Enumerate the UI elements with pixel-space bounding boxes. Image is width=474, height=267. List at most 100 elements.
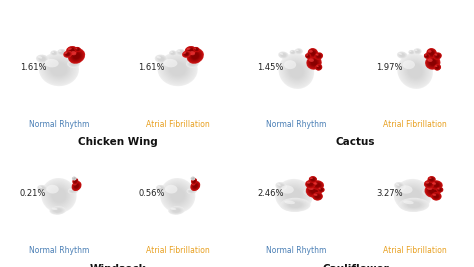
Ellipse shape bbox=[305, 189, 309, 191]
Ellipse shape bbox=[50, 207, 65, 214]
Ellipse shape bbox=[437, 187, 443, 192]
Ellipse shape bbox=[60, 51, 64, 54]
Ellipse shape bbox=[191, 179, 197, 184]
Ellipse shape bbox=[304, 188, 315, 195]
Ellipse shape bbox=[190, 62, 195, 65]
Ellipse shape bbox=[157, 56, 165, 62]
Ellipse shape bbox=[191, 177, 195, 180]
Ellipse shape bbox=[307, 190, 312, 193]
Ellipse shape bbox=[71, 51, 82, 61]
Ellipse shape bbox=[187, 48, 204, 64]
Ellipse shape bbox=[310, 178, 315, 181]
Ellipse shape bbox=[191, 177, 194, 180]
Ellipse shape bbox=[279, 184, 283, 188]
Ellipse shape bbox=[182, 51, 190, 57]
Ellipse shape bbox=[404, 201, 423, 209]
Ellipse shape bbox=[190, 51, 201, 61]
Ellipse shape bbox=[73, 53, 80, 59]
Ellipse shape bbox=[400, 53, 405, 57]
Ellipse shape bbox=[306, 54, 310, 58]
Text: 1.97%: 1.97% bbox=[376, 63, 402, 72]
Ellipse shape bbox=[426, 48, 437, 58]
Ellipse shape bbox=[397, 52, 407, 59]
Ellipse shape bbox=[188, 48, 193, 52]
Ellipse shape bbox=[436, 187, 443, 193]
Ellipse shape bbox=[176, 49, 185, 56]
Ellipse shape bbox=[51, 187, 67, 204]
Ellipse shape bbox=[309, 50, 313, 53]
Ellipse shape bbox=[39, 57, 46, 61]
Ellipse shape bbox=[170, 207, 183, 214]
Ellipse shape bbox=[183, 52, 190, 57]
Ellipse shape bbox=[424, 53, 430, 59]
Ellipse shape bbox=[429, 59, 437, 66]
Ellipse shape bbox=[164, 57, 191, 81]
Ellipse shape bbox=[311, 60, 317, 65]
Ellipse shape bbox=[309, 176, 317, 183]
Ellipse shape bbox=[316, 65, 321, 70]
Ellipse shape bbox=[398, 184, 402, 188]
Ellipse shape bbox=[306, 180, 315, 188]
Ellipse shape bbox=[308, 48, 318, 58]
Ellipse shape bbox=[423, 188, 434, 195]
Ellipse shape bbox=[407, 202, 421, 208]
Ellipse shape bbox=[282, 54, 285, 57]
Ellipse shape bbox=[436, 65, 439, 69]
Ellipse shape bbox=[395, 180, 430, 211]
Ellipse shape bbox=[318, 187, 325, 193]
Ellipse shape bbox=[413, 48, 421, 54]
Text: 3.27%: 3.27% bbox=[376, 189, 402, 198]
Ellipse shape bbox=[66, 53, 70, 56]
Ellipse shape bbox=[319, 188, 324, 192]
Ellipse shape bbox=[400, 54, 404, 57]
Ellipse shape bbox=[398, 183, 428, 208]
Ellipse shape bbox=[278, 181, 310, 209]
Ellipse shape bbox=[403, 59, 428, 84]
Ellipse shape bbox=[171, 52, 175, 55]
Ellipse shape bbox=[76, 48, 79, 51]
Ellipse shape bbox=[57, 49, 66, 56]
Ellipse shape bbox=[308, 186, 320, 196]
Ellipse shape bbox=[170, 51, 175, 55]
Ellipse shape bbox=[310, 176, 316, 182]
Ellipse shape bbox=[316, 65, 322, 70]
Ellipse shape bbox=[188, 188, 196, 193]
Ellipse shape bbox=[286, 189, 301, 202]
Ellipse shape bbox=[157, 186, 165, 191]
Ellipse shape bbox=[396, 183, 403, 189]
Ellipse shape bbox=[169, 50, 177, 56]
Ellipse shape bbox=[307, 56, 321, 69]
Ellipse shape bbox=[310, 50, 316, 56]
Ellipse shape bbox=[286, 201, 305, 209]
Ellipse shape bbox=[307, 55, 310, 57]
Ellipse shape bbox=[314, 194, 321, 199]
Ellipse shape bbox=[55, 209, 61, 212]
Ellipse shape bbox=[59, 50, 65, 54]
Ellipse shape bbox=[73, 177, 76, 180]
Ellipse shape bbox=[186, 48, 191, 50]
Ellipse shape bbox=[279, 52, 287, 58]
Ellipse shape bbox=[435, 65, 438, 67]
Ellipse shape bbox=[191, 178, 194, 179]
Ellipse shape bbox=[401, 57, 429, 85]
Ellipse shape bbox=[306, 190, 312, 194]
Text: 1.45%: 1.45% bbox=[257, 63, 283, 72]
Ellipse shape bbox=[430, 178, 433, 181]
Ellipse shape bbox=[164, 182, 191, 209]
Ellipse shape bbox=[156, 56, 166, 62]
Ellipse shape bbox=[431, 192, 442, 201]
Ellipse shape bbox=[51, 207, 64, 214]
Ellipse shape bbox=[158, 57, 164, 61]
Ellipse shape bbox=[73, 182, 81, 190]
Ellipse shape bbox=[410, 51, 413, 53]
Ellipse shape bbox=[284, 59, 309, 84]
Ellipse shape bbox=[315, 53, 322, 59]
Ellipse shape bbox=[305, 189, 313, 194]
Ellipse shape bbox=[73, 183, 80, 189]
Ellipse shape bbox=[291, 50, 295, 54]
Ellipse shape bbox=[193, 180, 196, 183]
Ellipse shape bbox=[289, 202, 301, 208]
Ellipse shape bbox=[187, 60, 198, 67]
Ellipse shape bbox=[397, 181, 429, 209]
Ellipse shape bbox=[306, 54, 308, 56]
